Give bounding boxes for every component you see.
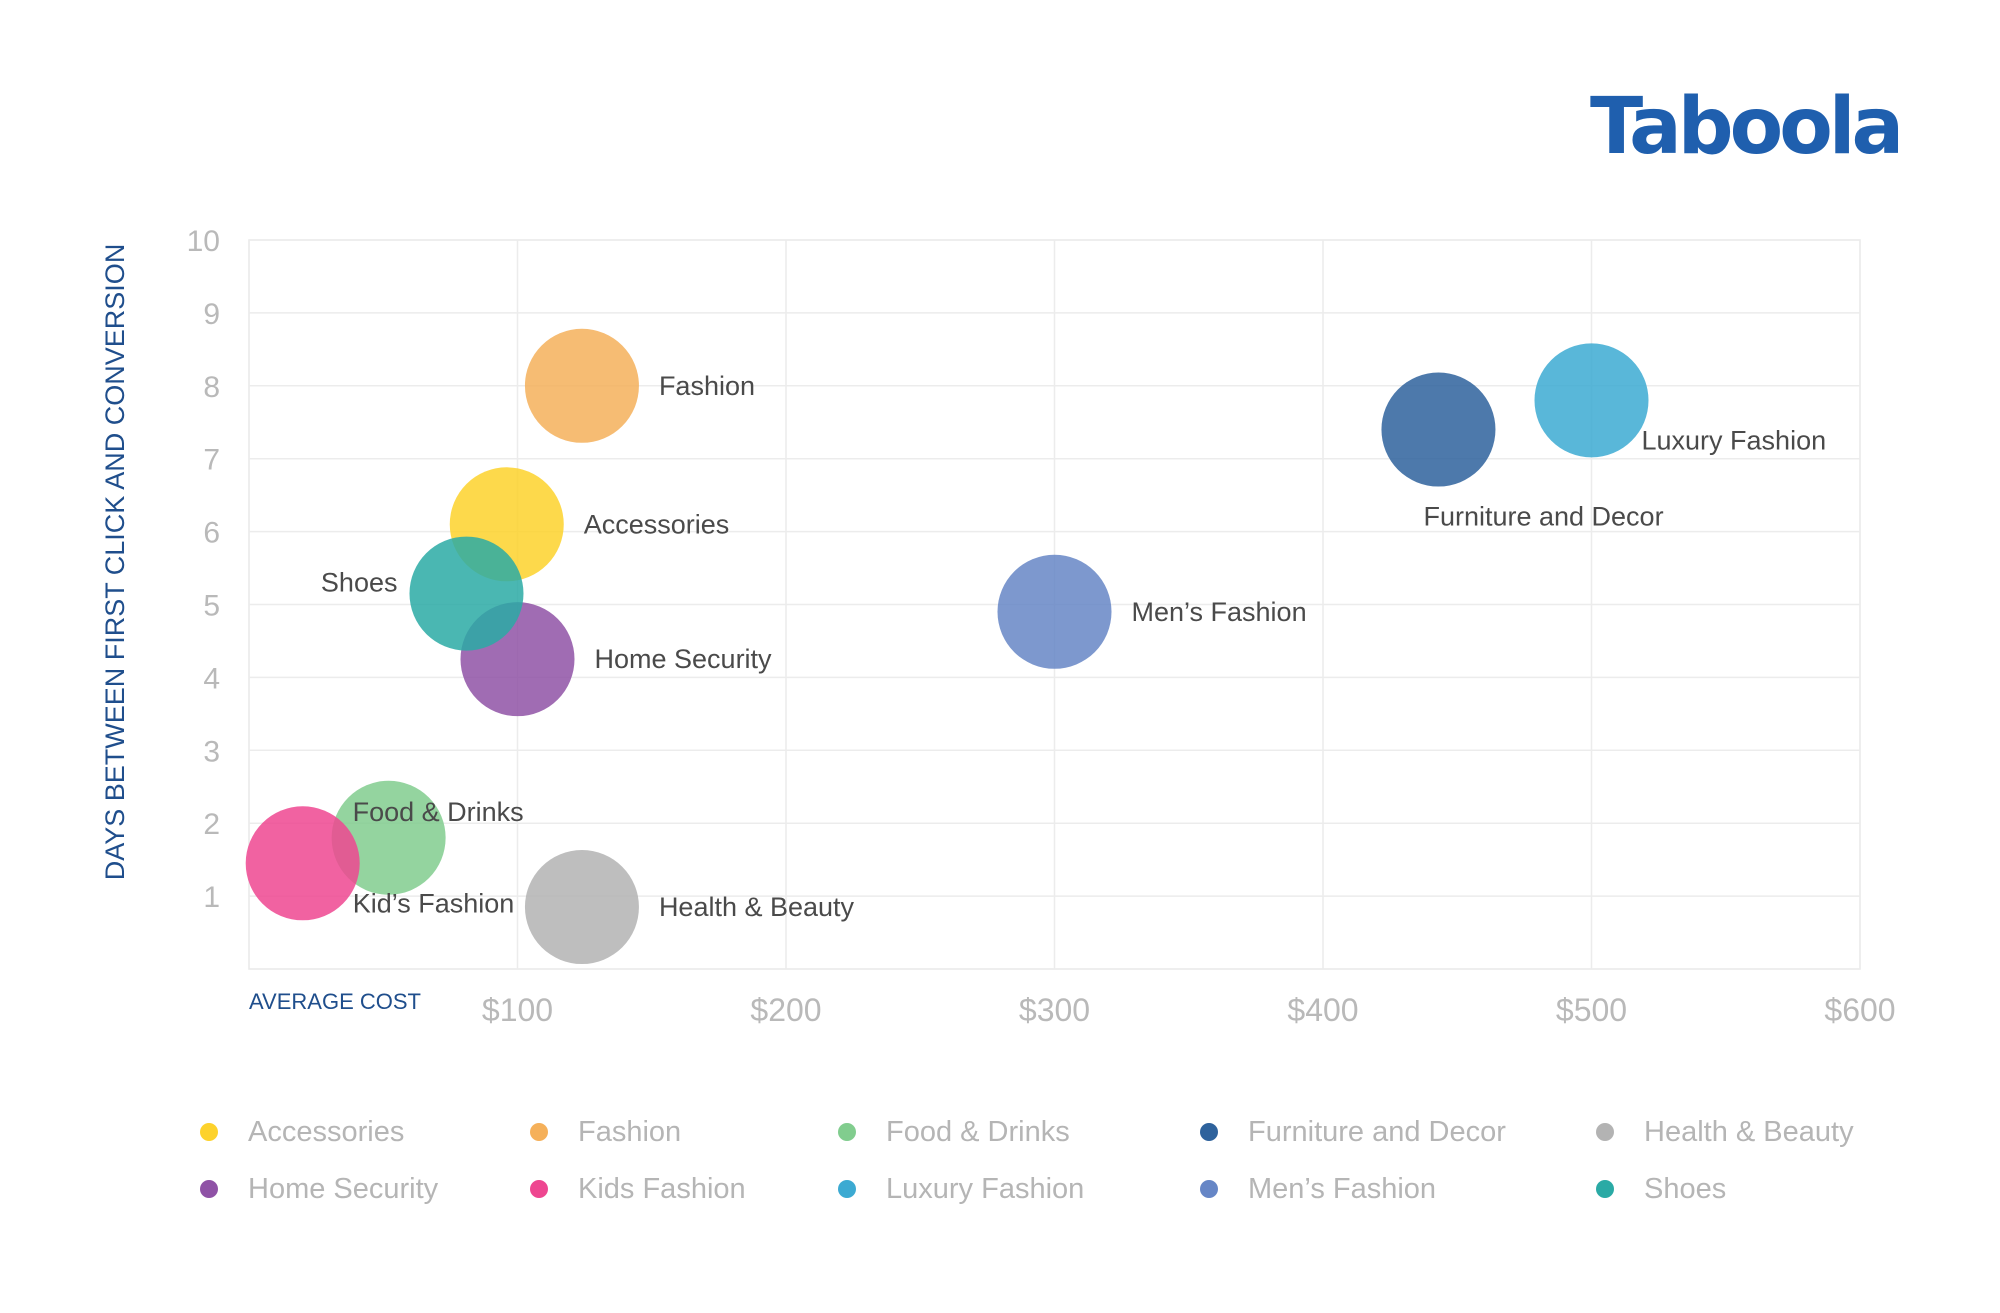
- legend-item: Accessories: [200, 1112, 404, 1152]
- axis-ticks: 1 2 3 4 5 6 7 8 9 10 $100 $200 $300 $400 $500 $600: [187, 225, 1896, 1028]
- legend-label: Fashion: [578, 1115, 682, 1148]
- legend-swatch: [1596, 1123, 1614, 1141]
- point-label: Home Security: [595, 644, 773, 674]
- bubble-point: [524, 850, 639, 965]
- y-tick-label: 7: [203, 444, 220, 477]
- legend-swatch: [200, 1180, 218, 1198]
- x-axis-label: AVERAGE COST: [249, 989, 421, 1014]
- point-label: Luxury Fashion: [1642, 425, 1827, 455]
- legend-label: Shoes: [1644, 1172, 1727, 1205]
- point-label: Men’s Fashion: [1132, 597, 1307, 627]
- x-tick-label: $100: [482, 992, 553, 1028]
- legend-swatch: [1200, 1123, 1218, 1141]
- x-tick-label: $500: [1556, 992, 1627, 1028]
- legend: Accessories Fashion Food & Drinks Furniture…: [200, 1112, 1900, 1232]
- x-tick-label: $300: [1019, 992, 1090, 1028]
- legend-swatch: [838, 1180, 856, 1198]
- y-tick-label: 1: [203, 881, 220, 914]
- point-label: Furniture and Decor: [1423, 502, 1663, 532]
- bubbles: [245, 328, 1649, 965]
- legend-label: Luxury Fashion: [886, 1172, 1085, 1205]
- x-tick-label: $400: [1287, 992, 1358, 1028]
- bubble-point: [997, 554, 1112, 669]
- legend-label: Furniture and Decor: [1248, 1115, 1506, 1148]
- point-label: Fashion: [659, 371, 755, 401]
- y-tick-label: 10: [187, 225, 220, 258]
- point-label: Shoes: [321, 568, 398, 598]
- legend-swatch: [200, 1123, 218, 1141]
- legend-label: Accessories: [248, 1115, 405, 1148]
- point-label: Food & Drinks: [353, 797, 524, 827]
- point-labels: Accessories Fashion Food & Drinks Furniture…: [321, 371, 1826, 922]
- legend-item: Home Security: [200, 1169, 438, 1209]
- point-label: Accessories: [584, 509, 730, 539]
- bubble-point: [524, 328, 639, 443]
- legend-swatch: [1596, 1180, 1614, 1198]
- y-axis-label: DAYS BETWEEN FIRST CLICK AND CONVERSION: [100, 244, 130, 881]
- legend-label: Food & Drinks: [886, 1115, 1070, 1148]
- y-tick-label: 8: [203, 371, 220, 404]
- legend-label: Home Security: [248, 1172, 439, 1205]
- y-tick-label: 6: [203, 517, 220, 550]
- legend-item: Health & Beauty: [1596, 1112, 1854, 1152]
- y-tick-label: 5: [203, 590, 220, 623]
- legend-label: Health & Beauty: [1644, 1115, 1854, 1148]
- legend-item: Food & Drinks: [838, 1112, 1070, 1152]
- legend-item: Furniture and Decor: [1200, 1112, 1506, 1152]
- legend-swatch: [838, 1123, 856, 1141]
- legend-label: Men’s Fashion: [1248, 1172, 1437, 1205]
- bubble-point: [331, 780, 446, 895]
- x-tick-label: $200: [750, 992, 821, 1028]
- legend-item: Men’s Fashion: [1200, 1169, 1436, 1209]
- bubble-point: [1381, 372, 1496, 487]
- legend-swatch: [1200, 1180, 1218, 1198]
- legend-label: Kids Fashion: [578, 1172, 746, 1205]
- point-label: Health & Beauty: [659, 892, 855, 922]
- legend-swatch: [530, 1180, 548, 1198]
- legend-item: Shoes: [1596, 1169, 1726, 1209]
- bubble-point: [245, 806, 360, 921]
- y-tick-label: 3: [203, 735, 220, 768]
- taboola-logo: Taboola: [1590, 82, 1904, 172]
- bubble-point: [409, 536, 524, 651]
- y-tick-label: 2: [203, 808, 220, 841]
- legend-item: Kids Fashion: [530, 1169, 746, 1209]
- legend-swatch: [530, 1123, 548, 1141]
- legend-item: Luxury Fashion: [838, 1169, 1084, 1209]
- x-tick-label: $600: [1824, 992, 1895, 1028]
- point-label: Kid’s Fashion: [353, 888, 515, 918]
- bubble-point: [1534, 343, 1649, 458]
- y-tick-label: 4: [203, 662, 220, 695]
- legend-item: Fashion: [530, 1112, 681, 1152]
- y-tick-label: 9: [203, 298, 220, 331]
